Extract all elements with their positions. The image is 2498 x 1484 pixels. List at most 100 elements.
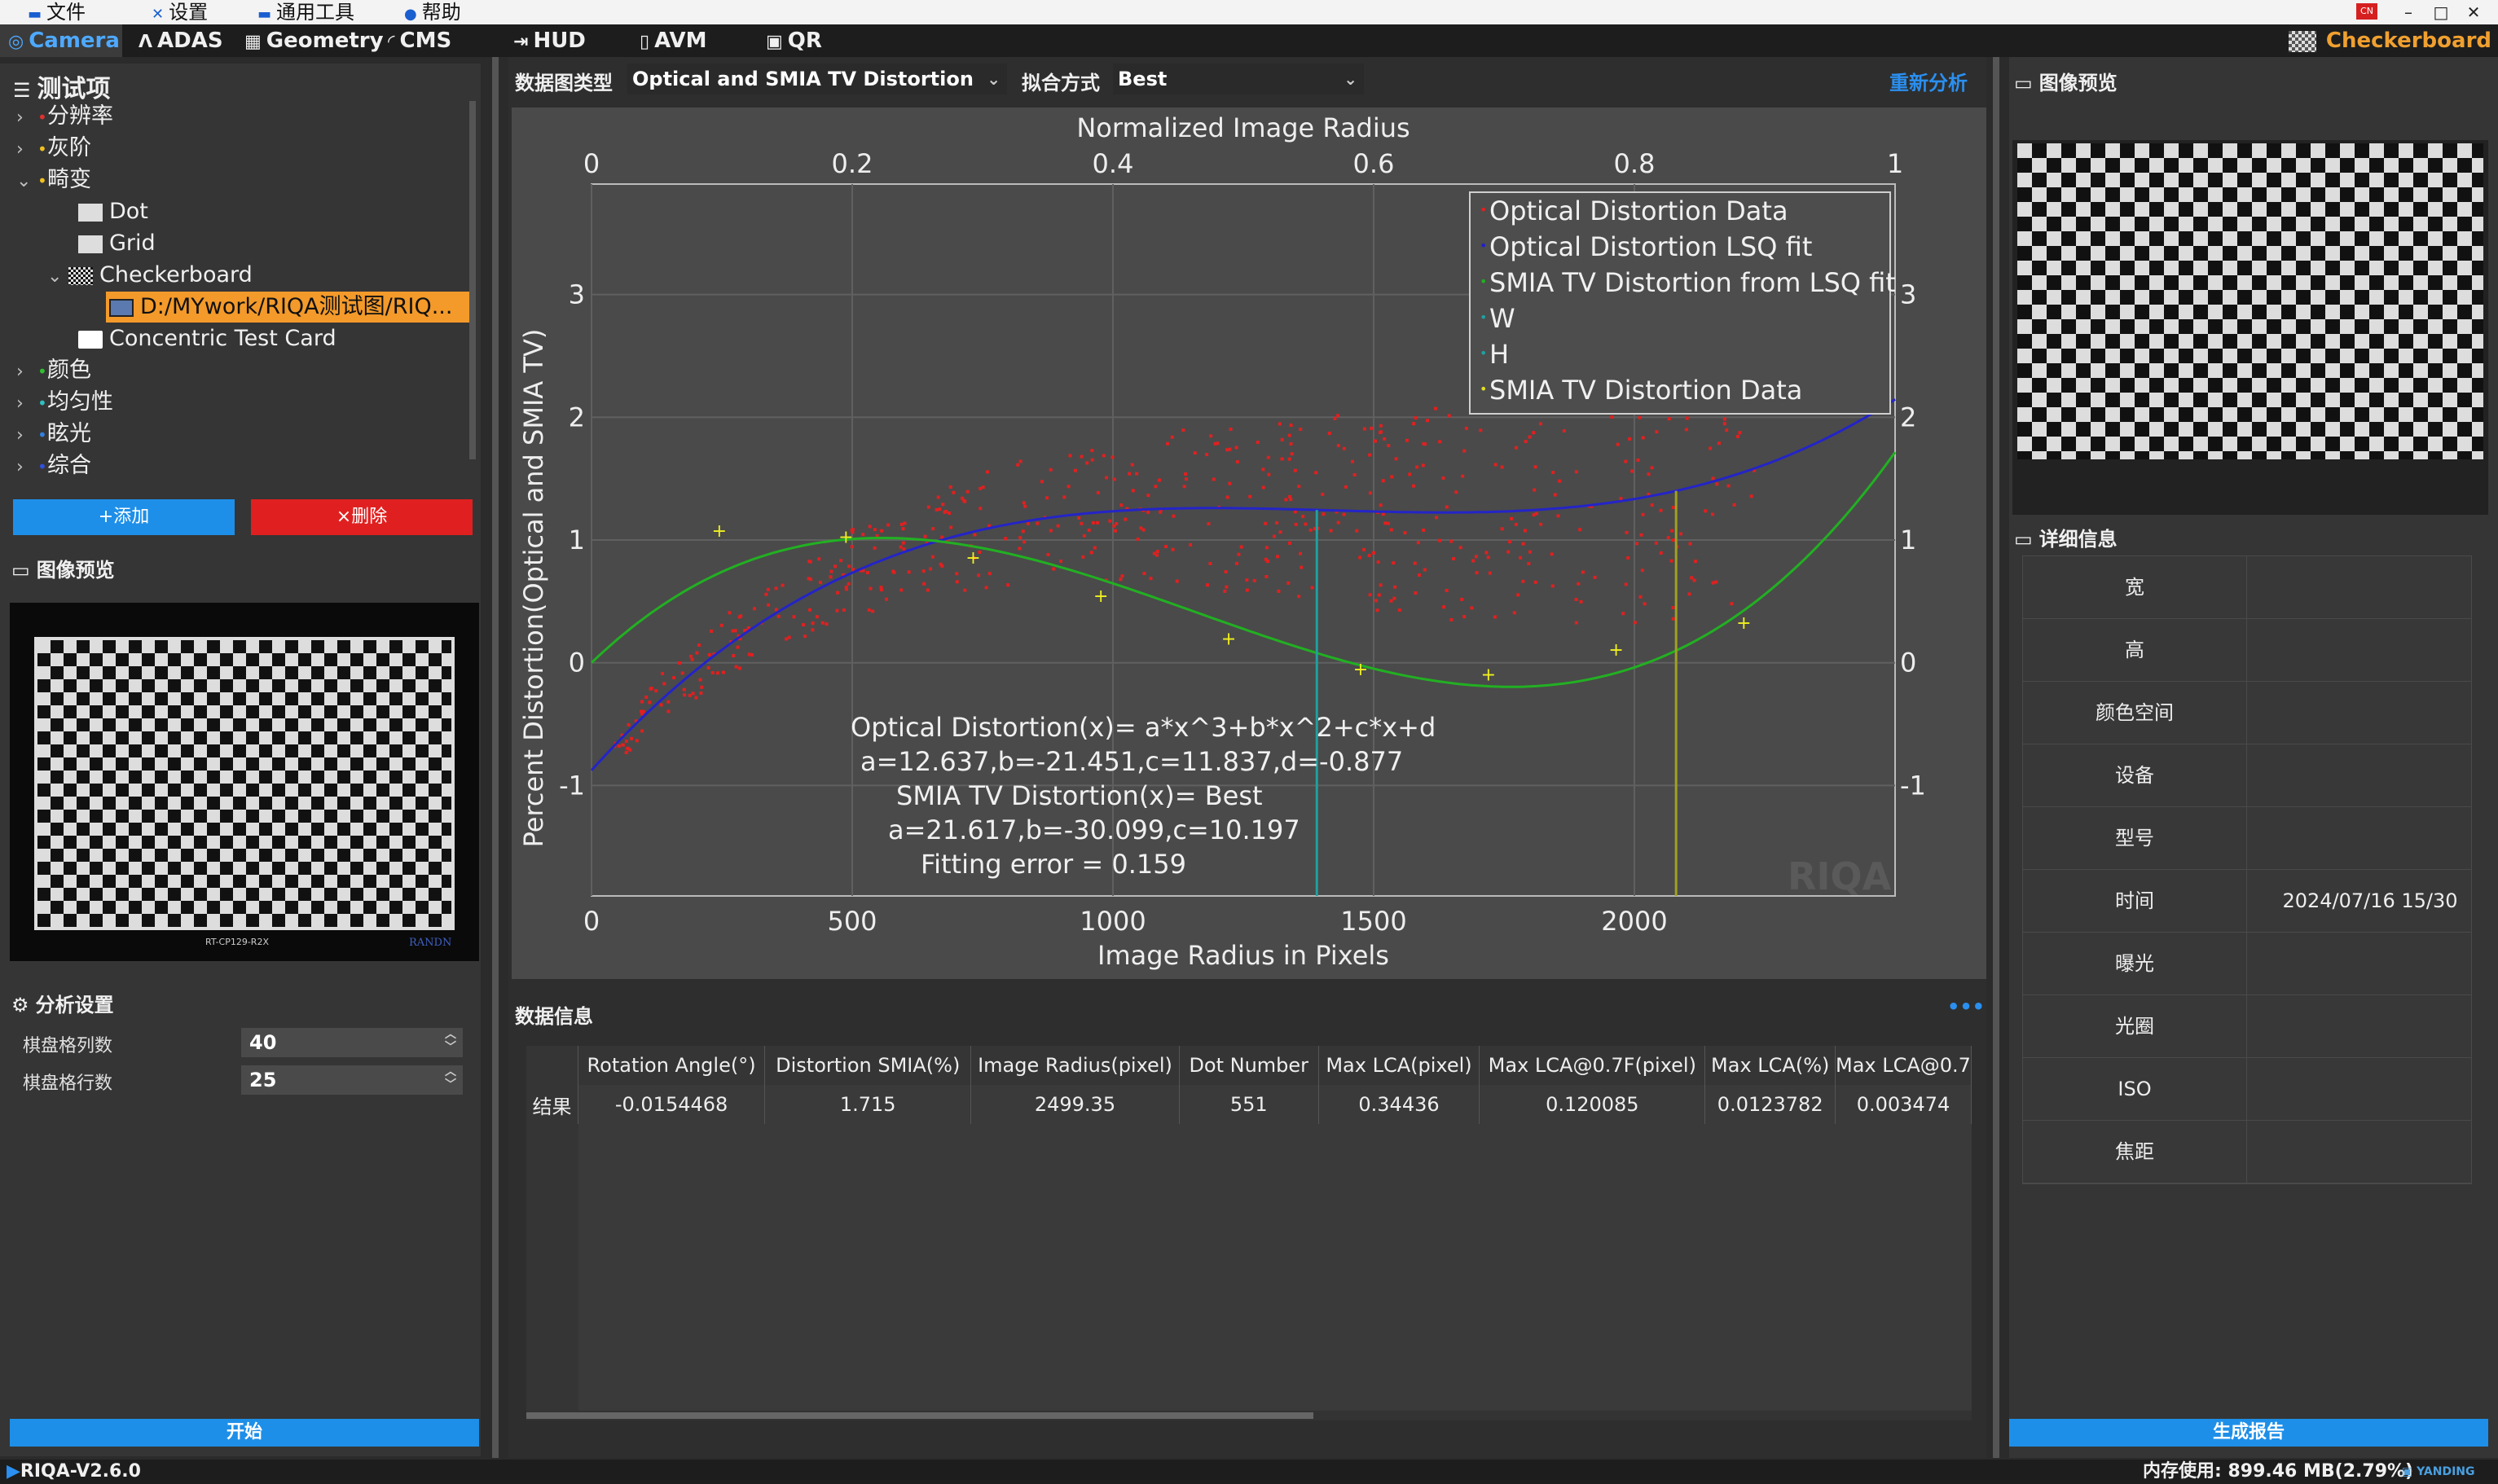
table-cell[interactable]: 0.120085 (1479, 1085, 1706, 1124)
gear-icon: ⚙ (11, 994, 29, 1016)
menu-tools[interactable]: ▬ 通用工具 (257, 1, 355, 24)
optical-data-point (776, 614, 781, 618)
close-button[interactable]: ✕ (2466, 2, 2481, 22)
optical-data-point (1533, 488, 1537, 492)
tree-item-concentric[interactable]: Concentric Test Card (78, 323, 336, 354)
optical-data-point (879, 586, 883, 590)
tree-item-grayscale[interactable]: › •灰阶 (16, 133, 91, 164)
checker-rows-input[interactable]: 25 ︿ ﹀ (241, 1065, 463, 1095)
tab-avm[interactable]: ▯ AVM (640, 29, 707, 53)
tab-geometry[interactable]: ▦ Geometry (244, 29, 384, 53)
table-cell[interactable]: 0.0123782 (1704, 1085, 1836, 1124)
maximize-button[interactable]: □ (2433, 2, 2449, 22)
menu-help[interactable]: ● 帮助 (404, 1, 461, 24)
y-tick-label: 2 (569, 402, 585, 432)
left-splitter[interactable] (492, 57, 499, 1458)
column-header[interactable]: Max LCA(pixel) (1318, 1046, 1480, 1085)
optical-data-point (747, 652, 751, 656)
checker-columns-input[interactable]: 40 ︿ ﹀ (241, 1028, 463, 1057)
table-cell[interactable]: 2499.35 (970, 1085, 1180, 1124)
optical-data-point (688, 654, 693, 658)
optical-data-point (1154, 485, 1158, 489)
column-header[interactable]: Dot Number (1179, 1046, 1319, 1085)
optical-data-point (943, 510, 947, 514)
optical-data-point (1397, 608, 1401, 612)
optical-data-point (829, 569, 833, 573)
optical-data-point (719, 623, 723, 627)
optical-data-point (1710, 512, 1714, 516)
optical-data-point (1616, 442, 1620, 446)
table-cell[interactable]: 0.003474 (1835, 1085, 1972, 1124)
more-options-button[interactable]: ••• (1947, 995, 1986, 1018)
optical-data-point (753, 607, 757, 611)
tree-item-color[interactable]: › •颜色 (16, 355, 91, 386)
tab-cms[interactable]: ◜ CMS (388, 29, 452, 53)
tab-hud[interactable]: ⇥ HUD (513, 29, 586, 53)
optical-data-point (738, 637, 742, 641)
tab-adas[interactable]: ᐱ ADAS (139, 29, 223, 53)
tree-item-distortion[interactable]: ⌄ •畸变 (16, 165, 91, 195)
tree-item-dot[interactable]: Dot (78, 196, 148, 227)
column-header[interactable]: Max LCA@0.7F(pixel) (1479, 1046, 1706, 1085)
column-header[interactable]: Image Radius(pixel) (970, 1046, 1180, 1085)
tab-camera[interactable]: ◎ Camera (0, 24, 122, 57)
generate-report-button[interactable]: 生成报告 (2009, 1419, 2488, 1447)
tree-item-overall[interactable]: › •综合 (16, 450, 91, 481)
tree-item-flare[interactable]: › •眩光 (16, 419, 91, 450)
smia-data-point: + (712, 521, 727, 542)
delete-test-button[interactable]: ×删除 (251, 499, 473, 535)
tree-item-uniformity[interactable]: › •均匀性 (16, 387, 113, 418)
detail-row-model: 型号 (2023, 807, 2471, 870)
column-header[interactable]: Distortion SMIA(%) (764, 1046, 972, 1085)
menu-settings[interactable]: ✕ 设置 (152, 1, 209, 24)
language-badge[interactable]: CN (2356, 3, 2377, 20)
start-button[interactable]: 开始 (10, 1419, 479, 1447)
spin-arrows-icon[interactable]: ︿ ﹀ (445, 1028, 456, 1054)
tree-item-selected-file[interactable]: D:/MYwork/RIQA测试图/RIQ... (106, 292, 469, 323)
tree-item-checkerboard[interactable]: ⌄ Checkerboard (47, 260, 253, 291)
optical-data-point (1288, 494, 1292, 498)
reanalyze-button[interactable]: 重新分析 (1889, 72, 1968, 94)
image-file-icon (109, 298, 134, 317)
tree-item-grid[interactable]: Grid (78, 228, 156, 259)
data-type-select[interactable]: Optical and SMIA TV Distortion ⌄ (627, 64, 1007, 94)
optical-data-point (902, 547, 906, 551)
fit-method-select[interactable]: Best ⌄ (1113, 64, 1364, 94)
vendor-logo-icon: ▣ (2402, 1465, 2417, 1478)
optical-data-point (1414, 416, 1418, 420)
optical-data-point (984, 586, 988, 590)
column-header[interactable]: Max LCA(%) (1704, 1046, 1836, 1085)
table-h-scrollbar[interactable] (526, 1411, 1972, 1420)
optical-data-point (981, 485, 985, 490)
optical-data-point (1358, 555, 1362, 560)
vendor-logo: ▣ YANDING (2402, 1465, 2475, 1478)
optical-data-point (1023, 540, 1027, 544)
row-header-cell[interactable]: 结果 (526, 1085, 578, 1124)
left-panel: ☰ 测试项 › •分辨率 › •灰阶 ⌄ •畸变 Dot Grid ⌄ Checkerbo… (0, 64, 481, 1456)
tree-item-resolution[interactable]: › •分辨率 (16, 101, 113, 132)
spin-arrows-icon[interactable]: ︿ ﹀ (445, 1065, 456, 1091)
optical-data-point (861, 533, 865, 537)
camera-icon: ◎ (8, 32, 24, 52)
add-test-button[interactable]: +添加 (13, 499, 235, 535)
optical-data-point (1383, 437, 1387, 441)
tab-qr[interactable]: ▣ QR (766, 29, 822, 53)
scrollbar-thumb[interactable] (526, 1412, 1313, 1419)
table-cell[interactable]: 551 (1179, 1085, 1319, 1124)
optical-data-point (1110, 455, 1115, 459)
optical-data-point (1423, 568, 1427, 572)
table-cell[interactable]: 0.34436 (1318, 1085, 1480, 1124)
table-cell[interactable]: -0.0154468 (578, 1085, 766, 1124)
minimize-button[interactable]: – (2404, 2, 2412, 22)
column-header[interactable]: Max LCA@0.7 (1835, 1046, 1972, 1085)
tree-scrollbar[interactable] (469, 101, 476, 459)
right-splitter[interactable] (1993, 57, 1999, 1458)
optical-data-point (1245, 588, 1249, 592)
menu-file[interactable]: ▬ 文件 (28, 1, 86, 24)
table-cell[interactable]: 1.715 (764, 1085, 972, 1124)
optical-data-point (1026, 521, 1030, 525)
optical-data-point (1362, 547, 1366, 551)
optical-data-point (1562, 428, 1566, 432)
optical-data-point (1626, 555, 1630, 560)
column-header[interactable]: Rotation Angle(°) (578, 1046, 766, 1085)
